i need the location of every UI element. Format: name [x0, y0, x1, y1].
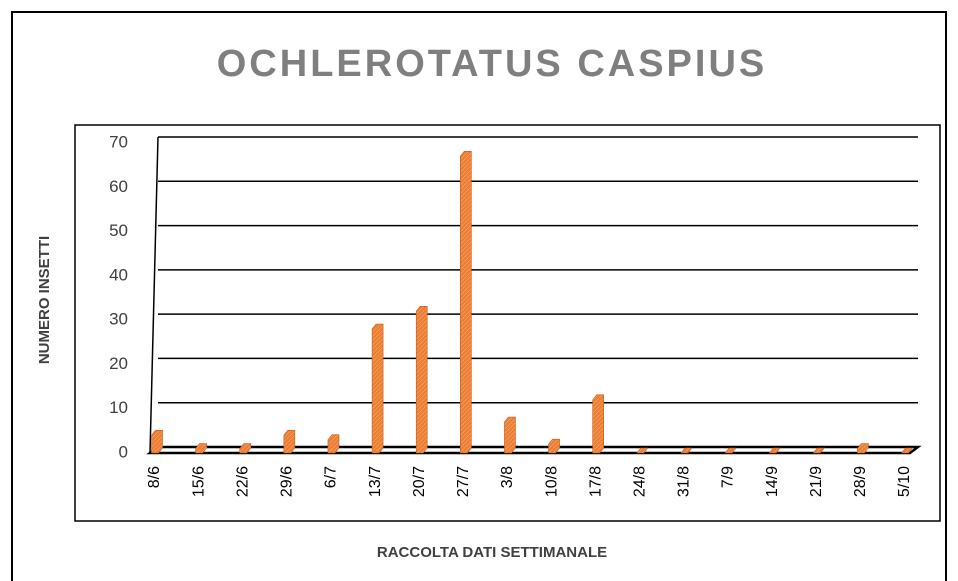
x-tick-label: 6/7: [323, 466, 340, 488]
x-tick-label: 3/8: [499, 466, 516, 488]
x-tick-label: 10/8: [543, 466, 560, 497]
bar: [724, 447, 737, 454]
bar: [857, 443, 869, 454]
y-tick-label: 30: [109, 310, 128, 329]
bar: [768, 447, 781, 454]
bar: [327, 434, 340, 454]
y-tick-label: 0: [119, 442, 128, 461]
bar: [636, 447, 649, 454]
x-tick-label: 21/9: [808, 466, 825, 497]
outer-frame: [11, 11, 947, 581]
y-tick-label: 10: [109, 398, 128, 417]
y-tick-label: 20: [109, 354, 128, 373]
bar: [548, 438, 560, 454]
plot-area: 0 10 20 30 40 50 60 70 8/6 15/6 22/6 29/6 6/7 13/7 20/…: [109, 132, 922, 497]
y-axis-title: NUMERO INSETTI: [36, 236, 53, 364]
bar: [415, 305, 428, 454]
bar: [151, 429, 163, 454]
plot-frame: [74, 124, 941, 522]
bar: [592, 394, 604, 454]
x-tick-label: 7/9: [720, 466, 737, 488]
bar: [239, 443, 252, 454]
x-tick-label: 28/9: [852, 466, 869, 497]
bar: [900, 447, 914, 454]
bar: [812, 447, 825, 454]
y-axis-line: [149, 136, 159, 454]
y-tick-label: 40: [109, 265, 128, 284]
x-tick-label: 24/8: [632, 466, 649, 497]
y-tick-label: 50: [109, 221, 128, 240]
x-tick-label: 15/6: [190, 466, 207, 497]
bar: [680, 447, 693, 454]
x-tick-label: 29/6: [279, 466, 296, 497]
floor: [146, 445, 922, 455]
x-tick-label: 13/7: [367, 466, 384, 497]
bar: [283, 429, 296, 454]
bar: [195, 443, 207, 454]
chart-title: OCHLEROTATUS CASPIUS: [217, 43, 768, 85]
x-axis-title: RACCOLTA DATI SETTIMANALE: [377, 544, 607, 561]
x-tick-label: 8/6: [146, 466, 163, 488]
x-tick-label: 22/6: [234, 466, 251, 497]
bar: [460, 150, 472, 454]
x-tick-label: 14/9: [764, 466, 781, 497]
x-tick-label: 20/7: [411, 466, 428, 497]
x-tick-label: 27/7: [455, 466, 472, 497]
y-tick-label: 70: [109, 132, 128, 151]
bar: [371, 323, 384, 454]
x-tick-label: 31/8: [676, 466, 693, 497]
bar: [504, 416, 516, 454]
x-tick-label: 5/10: [896, 466, 913, 497]
x-tick-label: 17/8: [587, 466, 604, 497]
y-tick-label: 60: [109, 177, 128, 196]
